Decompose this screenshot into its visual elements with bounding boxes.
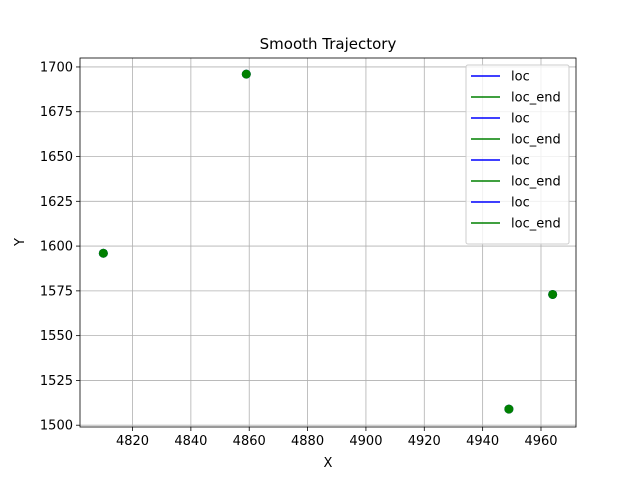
data-point-loc_end (241, 69, 251, 79)
x-tick-label: 4840 (174, 434, 207, 449)
y-tick-label: 1650 (40, 150, 73, 165)
legend-label: loc_end (511, 175, 561, 190)
y-tick-label: 1525 (40, 374, 73, 389)
x-tick-label: 4820 (116, 434, 149, 449)
legend-label: loc (511, 112, 530, 127)
y-tick-label: 1575 (40, 284, 73, 299)
y-tick-label: 1500 (40, 419, 73, 434)
legend-label: loc (511, 154, 530, 169)
x-tick-label: 4920 (408, 434, 441, 449)
data-point-loc_end (98, 248, 108, 258)
x-tick-label: 4960 (524, 434, 557, 449)
y-tick-label: 1700 (40, 60, 73, 75)
data-point-loc_end (504, 404, 514, 414)
x-tick-label: 4900 (349, 434, 382, 449)
y-tick-label: 1625 (40, 195, 73, 210)
data-point-loc_end (548, 289, 558, 299)
legend-label: loc_end (511, 91, 561, 106)
x-axis: 4820 4840 4860 4880 4900 4920 4940 4960 (116, 427, 558, 449)
y-tick-label: 1550 (40, 329, 73, 344)
x-tick-label: 4880 (291, 434, 324, 449)
legend-label: loc (511, 196, 530, 211)
x-tick-label: 4940 (466, 434, 499, 449)
y-tick-label: 1600 (40, 240, 73, 255)
legend-label: loc_end (511, 217, 561, 232)
x-axis-label: X (324, 456, 333, 471)
plot-frame (79, 57, 577, 428)
legend-label: loc (511, 70, 530, 85)
y-axis-label: Y (13, 238, 28, 247)
x-tick-label: 4860 (233, 434, 266, 449)
data-points (98, 69, 558, 414)
chart-title: Smooth Trajectory (260, 35, 397, 53)
legend-box (465, 64, 570, 245)
legend-label: loc_end (511, 133, 561, 148)
y-axis: 1500 1525 1550 1575 1600 1625 1650 1675 1700 (40, 60, 80, 434)
y-tick-label: 1675 (40, 105, 73, 120)
